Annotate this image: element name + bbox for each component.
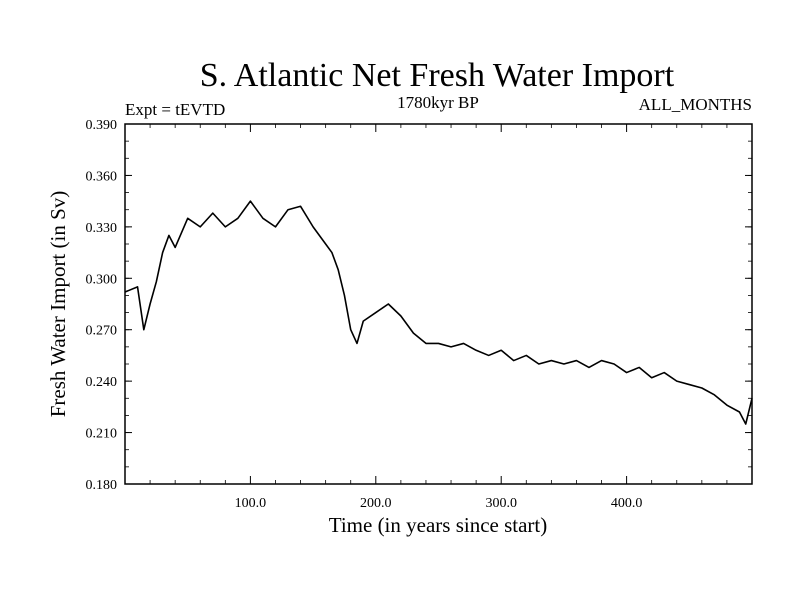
- chart-title: S. Atlantic Net Fresh Water Import: [200, 57, 675, 94]
- y-axis-title: Fresh Water Import (in Sv): [46, 191, 70, 418]
- y-tick-label: 0.300: [86, 272, 118, 287]
- x-axis-title: Time (in years since start): [329, 513, 548, 537]
- series-layer: [124, 200, 753, 425]
- x-tick-label: 200.0: [360, 496, 392, 511]
- y-tick-label: 0.210: [86, 427, 118, 442]
- y-tick-label: 0.180: [86, 478, 118, 493]
- ticks-layer: [125, 123, 752, 485]
- x-tick-label: 100.0: [235, 496, 267, 511]
- y-tick-label: 0.330: [86, 221, 118, 236]
- period-label: 1780kyr BP: [397, 93, 479, 112]
- tick-labels-layer: 0.180 0.210 0.240 0.270 0.300 0.330 0.360 0.390…: [86, 118, 643, 511]
- months-label: ALL_MONTHS: [639, 95, 752, 114]
- x-tick-label: 400.0: [611, 496, 643, 511]
- y-tick-label: 0.360: [86, 169, 118, 184]
- experiment-label: Expt = tEVTD: [125, 100, 225, 119]
- x-tick-label: 300.0: [485, 496, 517, 511]
- y-tick-label: 0.270: [86, 324, 118, 339]
- y-tick-label: 0.390: [86, 118, 118, 133]
- plot-frame: [124, 123, 753, 485]
- series-line: [124, 200, 753, 425]
- y-tick-label: 0.240: [86, 375, 118, 390]
